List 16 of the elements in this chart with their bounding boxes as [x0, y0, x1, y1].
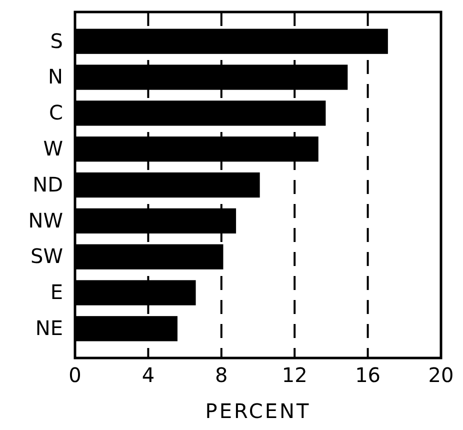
x-tick-label: 8: [215, 363, 228, 388]
y-tick-label: N: [48, 64, 63, 89]
y-tick-label: NW: [28, 208, 64, 232]
x-tick-label: 4: [142, 363, 155, 388]
y-tick-label: ND: [32, 172, 63, 196]
x-tick-label: 0: [68, 363, 82, 388]
x-tick-label: 16: [355, 363, 381, 388]
x-tick-label: 12: [282, 363, 308, 388]
x-axis-title: PERCENT: [205, 399, 311, 423]
y-tick-label: S: [50, 28, 63, 53]
y-tick-label: W: [43, 136, 64, 160]
y-tick-label: NE: [35, 316, 63, 340]
y-tick-label: C: [49, 100, 63, 125]
x-tick-label: 20: [428, 363, 454, 388]
y-tick-label: SW: [30, 244, 64, 268]
y-tick-label: E: [50, 280, 63, 304]
